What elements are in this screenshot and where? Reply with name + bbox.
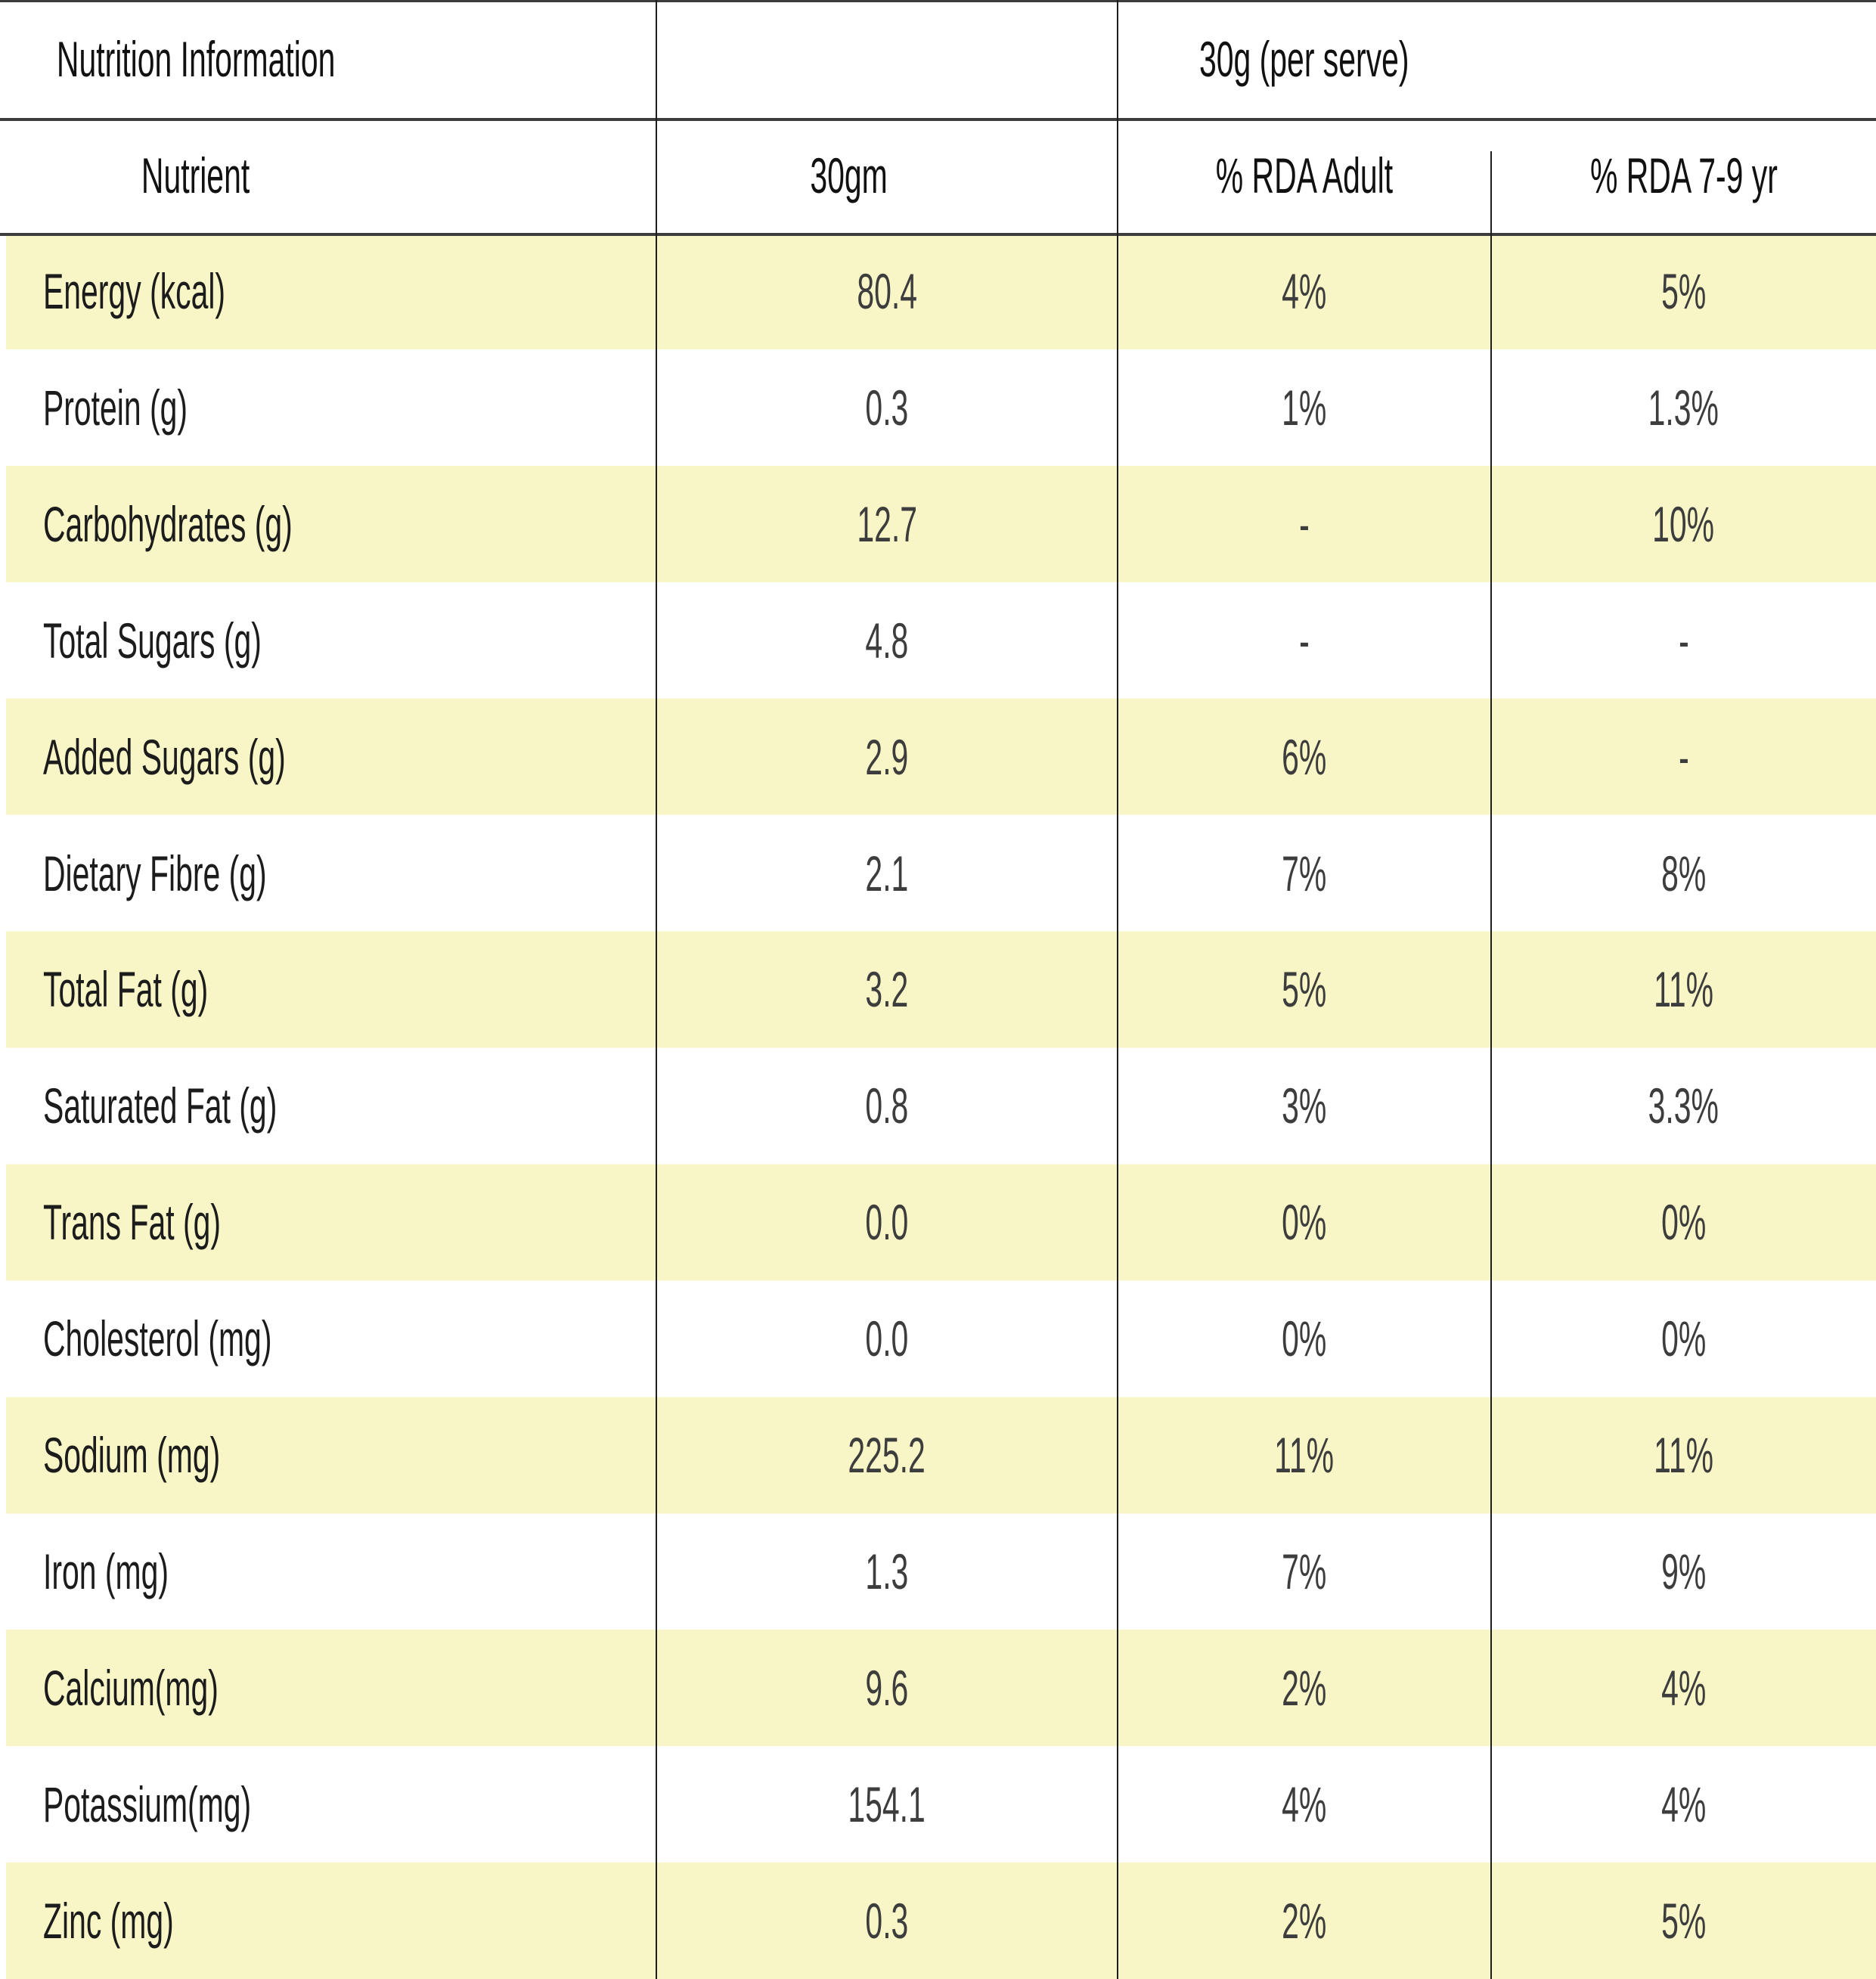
rda-adult-value-cell: - (1299, 612, 1310, 668)
nutrient-name-cell: Zinc (mg) (43, 1892, 174, 1949)
amount-value-cell: 0.3 (865, 379, 909, 436)
rda-adult-value-cell: 0% (1282, 1194, 1327, 1251)
nutrient-name-cell: Carbohydrates (g) (43, 495, 293, 552)
nutrient-name-cell: Dietary Fibre (g) (43, 845, 267, 901)
rda-child-value-cell: 11% (1654, 961, 1713, 1018)
nutrient-name-cell: Potassium(mg) (43, 1776, 252, 1832)
rda-child-value-cell: 0% (1660, 1194, 1707, 1251)
nutrient-name-cell: Energy (kcal) (43, 262, 226, 319)
rda-child-value-cell: 9% (1660, 1543, 1707, 1600)
rda-child-value-cell: 5% (1660, 1892, 1707, 1949)
rda-adult-value-cell: 4% (1282, 1776, 1327, 1832)
amount-value-cell: 4.8 (865, 612, 909, 668)
column-header-rda-adult: % RDA Adult (1215, 147, 1394, 203)
rda-child-value-cell: 4% (1660, 1776, 1707, 1832)
column-header-amount: 30gm (810, 147, 888, 203)
rda-child-value-cell: 5% (1660, 262, 1707, 319)
nutrient-name-cell: Iron (mg) (43, 1543, 169, 1600)
rda-child-value-cell: - (1678, 612, 1689, 668)
rda-adult-value-cell: 7% (1282, 1543, 1327, 1600)
rda-child-value-cell: 1.3% (1648, 379, 1719, 436)
column-header-rda-child: % RDA 7-9 yr (1589, 147, 1778, 203)
rda-adult-value-cell: - (1299, 495, 1310, 552)
rda-child-value-cell: - (1678, 728, 1689, 785)
serving-size-cell: 30g (per serve) (1118, 0, 1491, 118)
rda-child-value-cell: 10% (1652, 495, 1715, 552)
column-divider-rda-adult-child (1490, 151, 1492, 1979)
nutrient-name-cell: Sodium (mg) (43, 1427, 221, 1484)
rda-adult-value-cell: 6% (1282, 728, 1327, 785)
rda-child-value-cell: 8% (1660, 845, 1707, 901)
nutrient-name-cell: Trans Fat (g) (43, 1194, 221, 1251)
table-top-border (0, 0, 1876, 2)
table-title-cell: Nutrition Information (0, 0, 656, 118)
empty-header-cell (1491, 0, 1876, 118)
empty-header-cell (656, 0, 1118, 118)
rda-adult-value-cell: 2% (1282, 1660, 1327, 1717)
amount-value-cell: 1.3 (865, 1543, 909, 1600)
nutrient-name-cell: Calcium(mg) (43, 1660, 219, 1717)
amount-value-cell: 154.1 (848, 1776, 926, 1832)
amount-value-cell: 0.8 (865, 1078, 909, 1134)
rda-child-value-cell: 0% (1660, 1311, 1707, 1367)
amount-value-cell: 225.2 (848, 1427, 926, 1484)
rda-adult-value-cell: 3% (1282, 1078, 1327, 1134)
amount-value-cell: 0.3 (865, 1892, 909, 1949)
amount-value-cell: 12.7 (857, 495, 917, 552)
nutrient-name-cell: Total Fat (g) (43, 961, 209, 1018)
rda-adult-value-cell: 7% (1282, 845, 1327, 901)
amount-value-cell: 2.9 (865, 728, 909, 785)
amount-value-cell: 3.2 (865, 961, 909, 1018)
amount-value-cell: 80.4 (857, 262, 917, 319)
header-divider-1 (0, 118, 1876, 121)
nutrient-name-cell: Saturated Fat (g) (43, 1078, 278, 1134)
column-divider-amount-rda-adult (1117, 0, 1118, 1979)
rda-adult-value-cell: 11% (1274, 1427, 1335, 1484)
rda-child-value-cell: 4% (1660, 1660, 1707, 1717)
rda-adult-value-cell: 1% (1282, 379, 1327, 436)
rda-child-value-cell: 11% (1654, 1427, 1713, 1484)
column-divider-nutrient-amount (656, 0, 657, 1979)
amount-value-cell: 2.1 (865, 845, 909, 901)
header-divider-2 (0, 233, 1876, 236)
rda-adult-value-cell: 0% (1282, 1311, 1327, 1367)
nutrient-name-cell: Added Sugars (g) (43, 728, 286, 785)
nutrient-name-cell: Protein (g) (43, 379, 188, 436)
nutrient-name-cell: Total Sugars (g) (43, 612, 262, 668)
amount-value-cell: 9.6 (865, 1660, 909, 1717)
row-highlight-stripes (6, 233, 1876, 1979)
table-title: Nutrition Information (56, 31, 336, 87)
rda-adult-value-cell: 4% (1282, 262, 1327, 319)
amount-value-cell: 0.0 (865, 1194, 909, 1251)
rda-child-value-cell: 3.3% (1648, 1078, 1719, 1134)
rda-adult-value-cell: 2% (1282, 1892, 1327, 1949)
amount-value-cell: 0.0 (865, 1311, 909, 1367)
nutrient-name-cell: Cholesterol (mg) (43, 1311, 272, 1367)
serving-size-label: 30g (per serve) (1199, 31, 1409, 87)
column-header-nutrient: Nutrient (141, 147, 250, 203)
rda-adult-value-cell: 5% (1282, 961, 1327, 1018)
